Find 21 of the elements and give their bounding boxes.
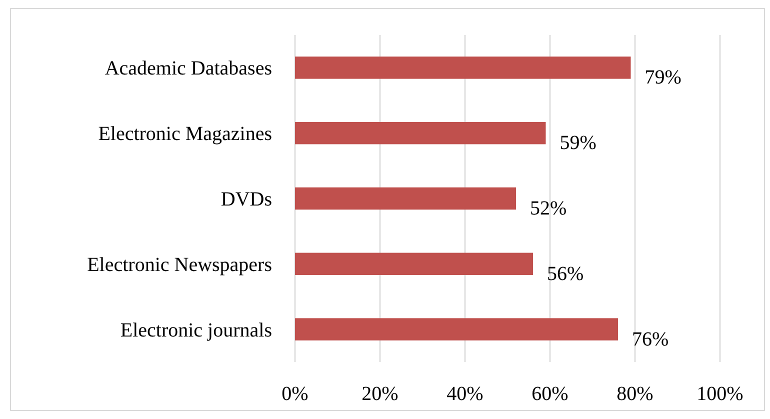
- bar: [295, 187, 516, 210]
- bar: [295, 122, 546, 144]
- x-tick-label: 20%: [362, 383, 398, 405]
- y-tick-label: Electronic Newspapers: [87, 254, 272, 276]
- bar: [295, 318, 618, 340]
- bar: [295, 252, 533, 276]
- data-label: 56%: [547, 262, 584, 285]
- y-tick-label: Electronic Magazines: [98, 123, 272, 146]
- y-tick-label: Electronic journals: [120, 319, 272, 342]
- x-tick-label: 80%: [616, 383, 654, 405]
- x-tick-label: 40%: [446, 383, 484, 405]
- data-label: 76%: [632, 328, 669, 350]
- y-tick-label: Academic Databases: [104, 58, 272, 80]
- x-tick-label: 0%: [282, 383, 308, 405]
- y-tick-label: DVDs: [220, 188, 272, 210]
- bar: [295, 56, 631, 79]
- data-label: 52%: [530, 198, 567, 220]
- data-label: 79%: [644, 66, 682, 89]
- x-tick-label: 60%: [532, 383, 568, 405]
- data-label: 59%: [560, 132, 596, 154]
- x-tick-label: 100%: [696, 383, 744, 405]
